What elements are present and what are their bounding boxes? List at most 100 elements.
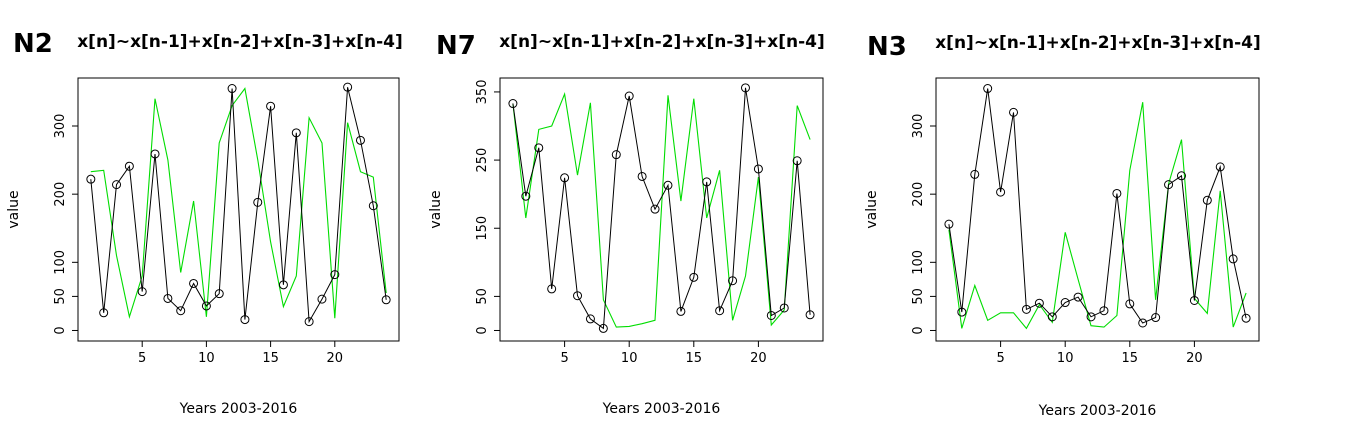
data-point bbox=[304, 317, 314, 327]
y-tick-label: 50 bbox=[53, 288, 68, 305]
y-tick-label: 300 bbox=[911, 114, 926, 139]
y-tick-label: 200 bbox=[911, 182, 926, 207]
data-point bbox=[1151, 313, 1161, 323]
data-point bbox=[1073, 292, 1083, 302]
data-point bbox=[573, 291, 583, 301]
x-axis-label: Years 2003-2016 bbox=[602, 401, 721, 417]
y-tick-label: 100 bbox=[53, 250, 68, 275]
data-point bbox=[278, 280, 288, 290]
data-point bbox=[944, 219, 954, 229]
data-point bbox=[189, 278, 199, 288]
x-tick-label: 10 bbox=[621, 351, 638, 366]
chart-panel-2: N7 x[n]~x[n-1]+x[n-2]+x[n-3]+x[n-4] 5 10 15 2… bbox=[428, 31, 825, 417]
data-point bbox=[214, 289, 224, 299]
chart-title: x[n]~x[n-1]+x[n-2]+x[n-3]+x[n-4] bbox=[77, 32, 403, 52]
data-point bbox=[689, 272, 699, 282]
y-tick-label: 50 bbox=[475, 288, 490, 305]
data-point bbox=[676, 306, 686, 316]
data-point bbox=[381, 295, 391, 305]
data-point bbox=[1228, 254, 1238, 264]
data-point bbox=[996, 187, 1006, 197]
y-tick-label: 350 bbox=[475, 80, 490, 105]
data-point bbox=[1189, 295, 1199, 305]
x-axis-label: Years 2003-2016 bbox=[1038, 403, 1157, 419]
observed-series-line bbox=[90, 87, 387, 324]
observed-series-line bbox=[948, 88, 1247, 324]
data-point bbox=[201, 301, 211, 311]
x-tick-label: 15 bbox=[1122, 351, 1139, 366]
y-tick-label: 250 bbox=[475, 148, 490, 173]
fitted-series-line bbox=[948, 102, 1247, 330]
data-point bbox=[343, 82, 353, 92]
data-point bbox=[508, 99, 518, 109]
y-tick-label: 0 bbox=[53, 326, 68, 334]
data-point bbox=[266, 101, 276, 111]
x-axis-label: Years 2003-2016 bbox=[179, 401, 298, 417]
data-point bbox=[355, 135, 365, 145]
y-tick-label: 300 bbox=[53, 114, 68, 139]
data-point bbox=[227, 84, 237, 94]
data-point bbox=[585, 314, 595, 324]
data-point bbox=[753, 164, 763, 174]
data-point bbox=[1164, 180, 1174, 190]
data-point bbox=[368, 201, 378, 211]
data-point bbox=[728, 276, 738, 286]
fitted-series-line bbox=[90, 87, 387, 319]
data-point bbox=[99, 308, 109, 318]
data-point bbox=[970, 169, 980, 179]
data-point bbox=[1099, 306, 1109, 316]
panel-label: N2 bbox=[13, 29, 53, 59]
x-tick-label: 15 bbox=[262, 351, 279, 366]
data-point bbox=[1060, 298, 1070, 308]
observed-series-line bbox=[512, 87, 811, 330]
y-tick-label: 0 bbox=[911, 326, 926, 334]
data-point bbox=[1241, 313, 1251, 323]
data-point bbox=[598, 323, 608, 333]
data-point bbox=[112, 180, 122, 190]
data-point bbox=[611, 150, 621, 160]
data-point bbox=[86, 174, 96, 184]
data-point bbox=[957, 307, 967, 317]
data-point bbox=[547, 284, 557, 294]
data-point bbox=[137, 287, 147, 297]
data-point bbox=[124, 161, 134, 171]
data-point bbox=[253, 197, 263, 207]
data-point bbox=[1215, 162, 1225, 172]
chart-panel-1: N2 x[n]~x[n-1]+x[n-2]+x[n-3]+x[n-4] 5 10 15 2… bbox=[6, 29, 403, 417]
chart-title: x[n]~x[n-1]+x[n-2]+x[n-3]+x[n-4] bbox=[499, 32, 825, 52]
chart-title: x[n]~x[n-1]+x[n-2]+x[n-3]+x[n-4] bbox=[935, 33, 1261, 53]
panel-label: N7 bbox=[436, 31, 476, 61]
data-point bbox=[330, 270, 340, 280]
y-tick-label: 150 bbox=[475, 216, 490, 241]
data-point bbox=[1202, 195, 1212, 205]
data-point bbox=[1176, 171, 1186, 181]
chart-panel-3: N3 x[n]~x[n-1]+x[n-2]+x[n-3]+x[n-4] 5 10 15 2… bbox=[864, 32, 1261, 419]
data-point bbox=[1086, 312, 1096, 322]
data-point bbox=[1047, 312, 1057, 322]
data-point bbox=[663, 180, 673, 190]
data-point bbox=[240, 315, 250, 325]
data-point bbox=[1125, 299, 1135, 309]
data-point bbox=[702, 177, 712, 187]
y-tick-label: 0 bbox=[475, 326, 490, 334]
data-point bbox=[740, 83, 750, 93]
data-point bbox=[521, 191, 531, 201]
data-point bbox=[1034, 298, 1044, 308]
x-tick-label: 20 bbox=[1186, 351, 1203, 366]
data-point bbox=[650, 204, 660, 214]
x-tick-label: 20 bbox=[750, 351, 767, 366]
data-point bbox=[766, 310, 776, 320]
x-tick-label: 5 bbox=[138, 351, 146, 366]
y-tick-label: 100 bbox=[911, 250, 926, 275]
data-point bbox=[983, 84, 993, 94]
data-point bbox=[291, 128, 301, 138]
data-point bbox=[715, 306, 725, 316]
panel-label: N3 bbox=[867, 32, 907, 62]
x-tick-label: 15 bbox=[686, 351, 703, 366]
data-point bbox=[1009, 107, 1019, 117]
data-point bbox=[534, 143, 544, 153]
data-point bbox=[176, 306, 186, 316]
data-point bbox=[1021, 304, 1031, 314]
y-tick-label: 200 bbox=[53, 182, 68, 207]
plot-frame bbox=[935, 77, 1260, 342]
